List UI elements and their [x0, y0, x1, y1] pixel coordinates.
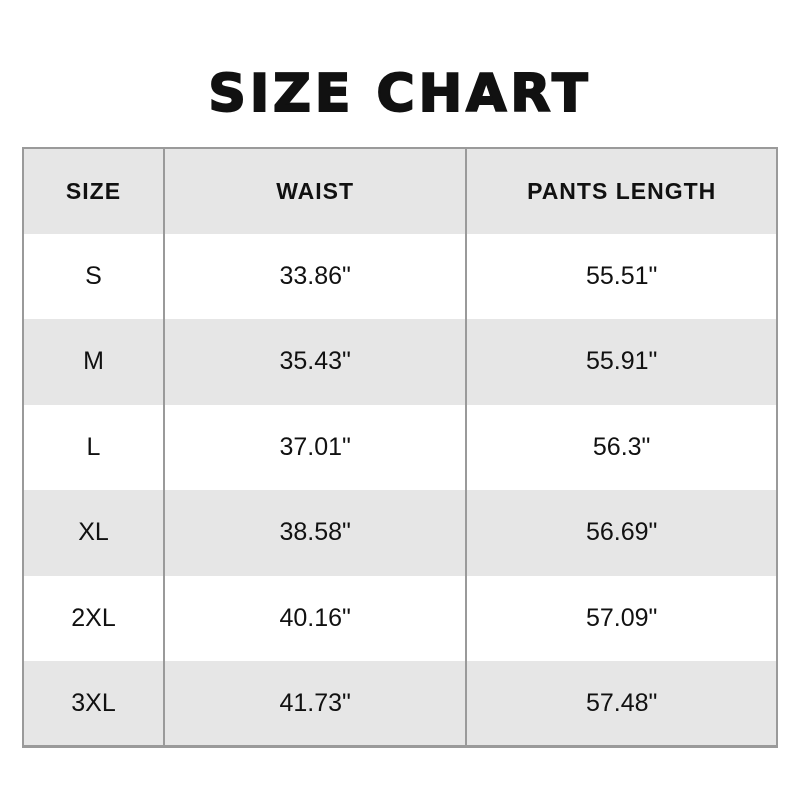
table-body: S 33.86" 55.51" M 35.43" 55.91" L 37.01"…: [22, 233, 778, 747]
size-cell: 2XL: [22, 575, 165, 661]
pants-length-cell: 55.51": [465, 233, 778, 319]
size-chart-table: SIZE WAIST PANTS LENGTH S 33.86" 55.51" …: [22, 147, 778, 748]
table-row-xl: XL 38.58" 56.69": [22, 490, 778, 576]
size-cell: XL: [22, 490, 165, 576]
page-title: SIZE CHART: [207, 63, 592, 125]
table-row-m: M 35.43" 55.91": [22, 319, 778, 405]
size-cell: 3XL: [22, 661, 165, 747]
size-cell: M: [22, 319, 165, 405]
pants-length-cell: 55.91": [465, 319, 778, 405]
table-row-3xl: 3XL 41.73" 57.48": [22, 661, 778, 747]
column-header-waist: WAIST: [162, 148, 468, 234]
column-header-size: SIZE: [22, 148, 165, 234]
table-row-s: S 33.86" 55.51": [22, 233, 778, 319]
size-cell: S: [22, 233, 165, 319]
waist-cell: 40.16": [162, 575, 468, 661]
pants-length-cell: 57.09": [465, 575, 778, 661]
table-row-l: L 37.01" 56.3": [22, 404, 778, 490]
waist-cell: 35.43": [162, 319, 468, 405]
waist-cell: 37.01": [162, 404, 468, 490]
size-cell: L: [22, 404, 165, 490]
header-row: SIZE WAIST PANTS LENGTH: [22, 148, 778, 234]
waist-cell: 38.58": [162, 490, 468, 576]
waist-cell: 41.73": [162, 661, 468, 747]
waist-cell: 33.86": [162, 233, 468, 319]
column-header-pants-length: PANTS LENGTH: [465, 148, 778, 234]
table-row-2xl: 2XL 40.16" 57.09": [22, 575, 778, 661]
pants-length-cell: 56.69": [465, 490, 778, 576]
pants-length-cell: 57.48": [465, 661, 778, 747]
pants-length-cell: 56.3": [465, 404, 778, 490]
table-header: SIZE WAIST PANTS LENGTH: [22, 148, 778, 234]
